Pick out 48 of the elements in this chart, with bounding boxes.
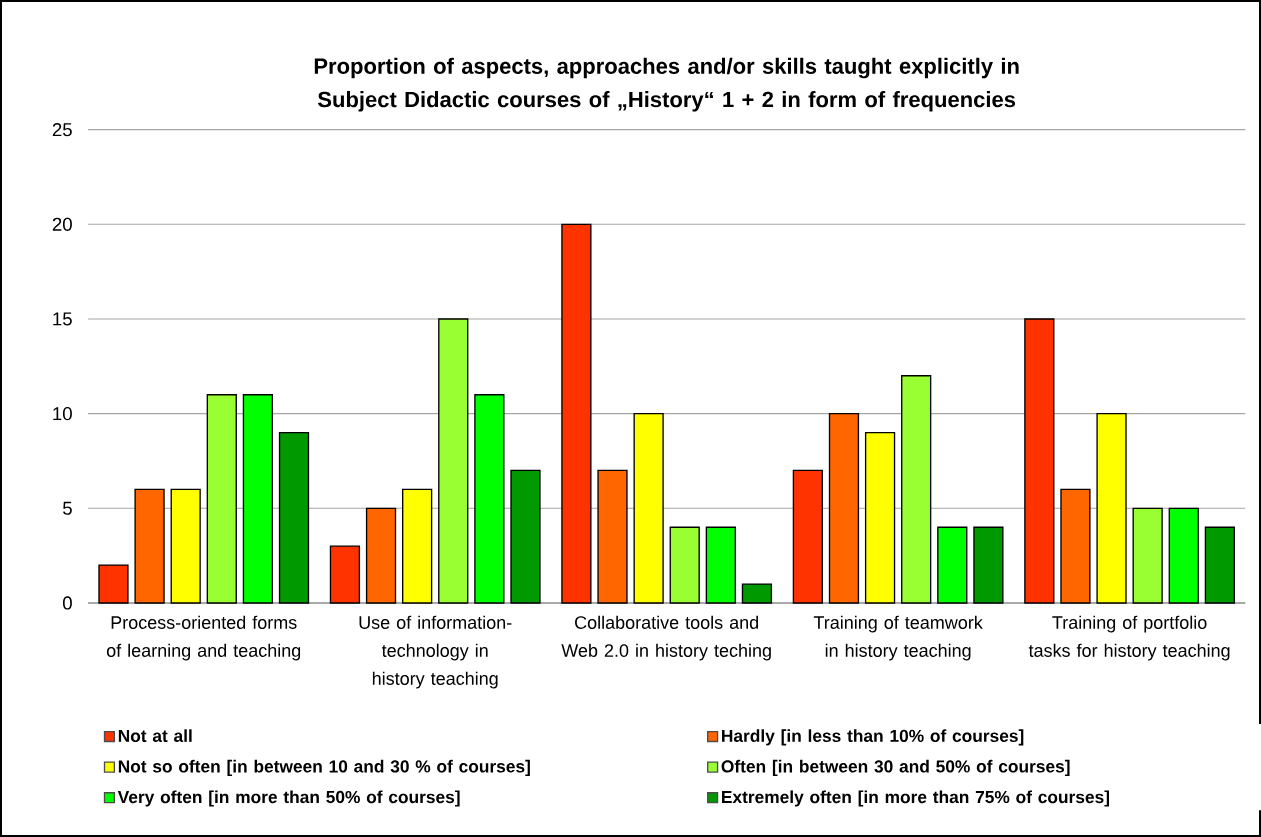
bar bbox=[242, 394, 274, 604]
bar bbox=[170, 488, 201, 604]
y-tick-label: 20 bbox=[52, 217, 72, 231]
legend-label: Extremely often [in more than 75% of courses] bbox=[722, 790, 1110, 807]
bar bbox=[597, 469, 628, 604]
bar bbox=[561, 223, 592, 604]
bar bbox=[1204, 526, 1236, 604]
x-tick-label: Collaborative tools and Web 2.0 in history teching bbox=[561, 615, 771, 661]
bar bbox=[206, 394, 237, 604]
bar bbox=[792, 469, 823, 604]
bar bbox=[474, 394, 505, 604]
y-tick-label: 10 bbox=[53, 407, 72, 421]
y-tick-label: 5 bbox=[63, 501, 72, 515]
bar bbox=[134, 488, 165, 604]
y-tick-label: 15 bbox=[53, 312, 72, 326]
bar bbox=[828, 412, 860, 604]
bar bbox=[402, 488, 433, 604]
bar bbox=[329, 545, 361, 604]
bar bbox=[365, 507, 397, 604]
bar bbox=[669, 526, 700, 604]
bar bbox=[278, 431, 310, 604]
bar bbox=[98, 564, 129, 604]
bar bbox=[1132, 507, 1163, 604]
legend-label: Often [in between 30 and 50% of courses] bbox=[721, 759, 1070, 777]
x-tick-label: Training of teamwork in history teaching bbox=[813, 615, 983, 661]
bar bbox=[973, 526, 1004, 604]
bar bbox=[864, 431, 896, 604]
bar bbox=[901, 375, 932, 604]
y-tick-label: 0 bbox=[62, 596, 72, 610]
bar bbox=[1168, 507, 1199, 604]
chart-title: Proportion of aspects, approaches and/or skills taught explicitly in Subject Didactic courses of „History“ 1 + 2 in form of frequencies bbox=[314, 57, 1019, 112]
bar bbox=[510, 469, 541, 604]
bar bbox=[1096, 412, 1127, 604]
bar bbox=[741, 583, 773, 604]
bar bbox=[937, 526, 968, 604]
bar bbox=[1024, 318, 1055, 604]
x-tick-label: Use of information-technology in history teaching bbox=[359, 615, 512, 689]
x-tick-label: Process-oriented forms of learning and teaching bbox=[106, 615, 301, 661]
x-tick-label: Training of portfolio tasks for history teaching bbox=[1028, 615, 1230, 661]
legend-label: Hardly [in less than 10% of courses] bbox=[722, 729, 1024, 746]
bar bbox=[1060, 488, 1091, 604]
legend-label: Very often [in more than 50% of courses] bbox=[117, 790, 460, 807]
bar bbox=[705, 526, 736, 604]
legend-label: Not at all bbox=[118, 729, 192, 743]
bar bbox=[633, 412, 664, 604]
bar bbox=[438, 318, 469, 604]
y-tick-label: 25 bbox=[52, 123, 72, 137]
legend-label: Not so often [in between 10 and 30 % of courses] bbox=[118, 759, 530, 777]
